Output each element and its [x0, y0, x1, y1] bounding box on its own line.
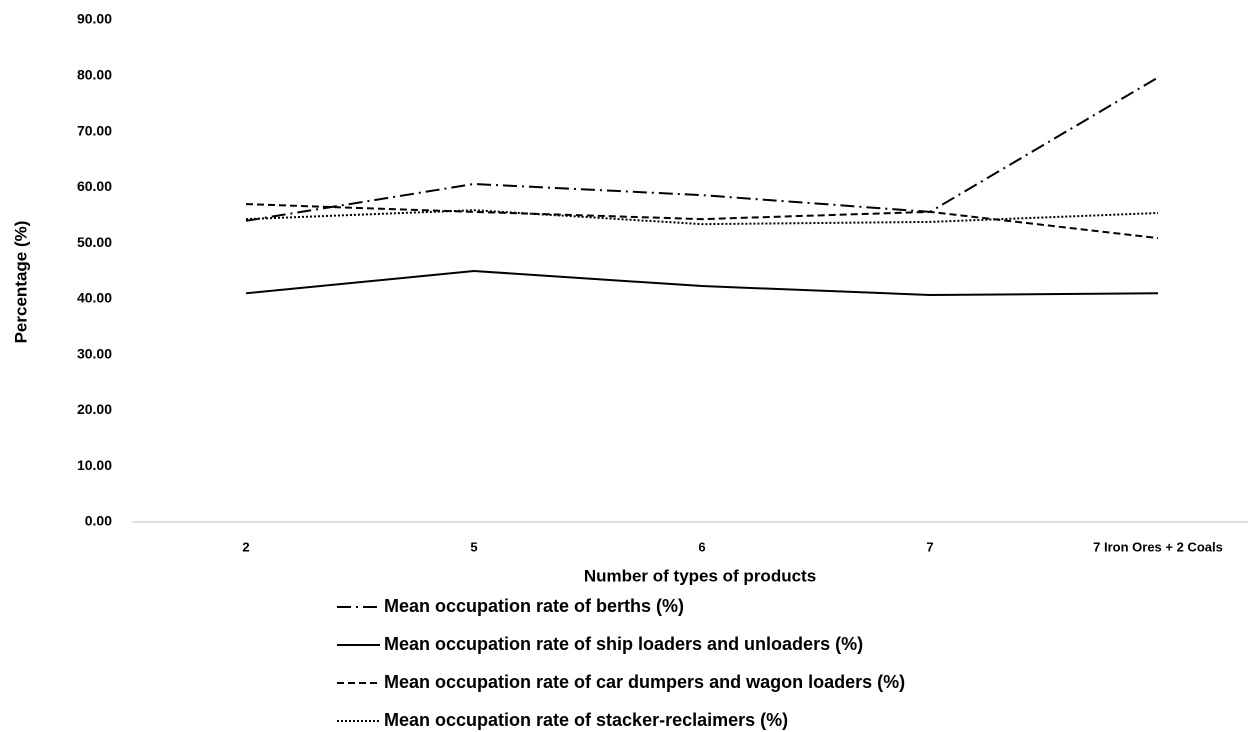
x-tick-label: 7 Iron Ores + 2 Coals: [1093, 539, 1223, 554]
x-tick-label: 6: [698, 539, 705, 554]
legend-label: Mean occupation rate of stacker-reclaime…: [384, 710, 788, 730]
series-line: [245, 269, 1159, 296]
series-line: [245, 203, 1159, 240]
y-tick-label: 60.00: [77, 178, 112, 194]
x-tick-label: 5: [470, 539, 477, 554]
y-tick-label: 70.00: [77, 122, 112, 138]
y-tick-label: 20.00: [77, 401, 112, 417]
y-tick-label: 30.00: [77, 345, 112, 361]
y-tick-label: 90.00: [77, 11, 112, 27]
x-tick-label: 7: [926, 539, 933, 554]
x-axis-title: Number of types of products: [584, 566, 816, 585]
legend-label: Mean occupation rate of ship loaders and…: [384, 634, 863, 654]
y-tick-label: 80.00: [77, 66, 112, 82]
legend-label: Mean occupation rate of car dumpers and …: [384, 672, 905, 692]
y-tick-label: 10.00: [77, 457, 112, 473]
series-line: [245, 209, 1159, 226]
y-tick-label: 0.00: [85, 513, 112, 529]
y-tick-label: 40.00: [77, 290, 112, 306]
y-tick-label: 50.00: [77, 234, 112, 250]
y-axis-title: Percentage (%): [11, 221, 30, 344]
x-tick-label: 2: [242, 539, 249, 554]
legend-label: Mean occupation rate of berths (%): [384, 596, 684, 616]
series-line: [245, 76, 1159, 222]
